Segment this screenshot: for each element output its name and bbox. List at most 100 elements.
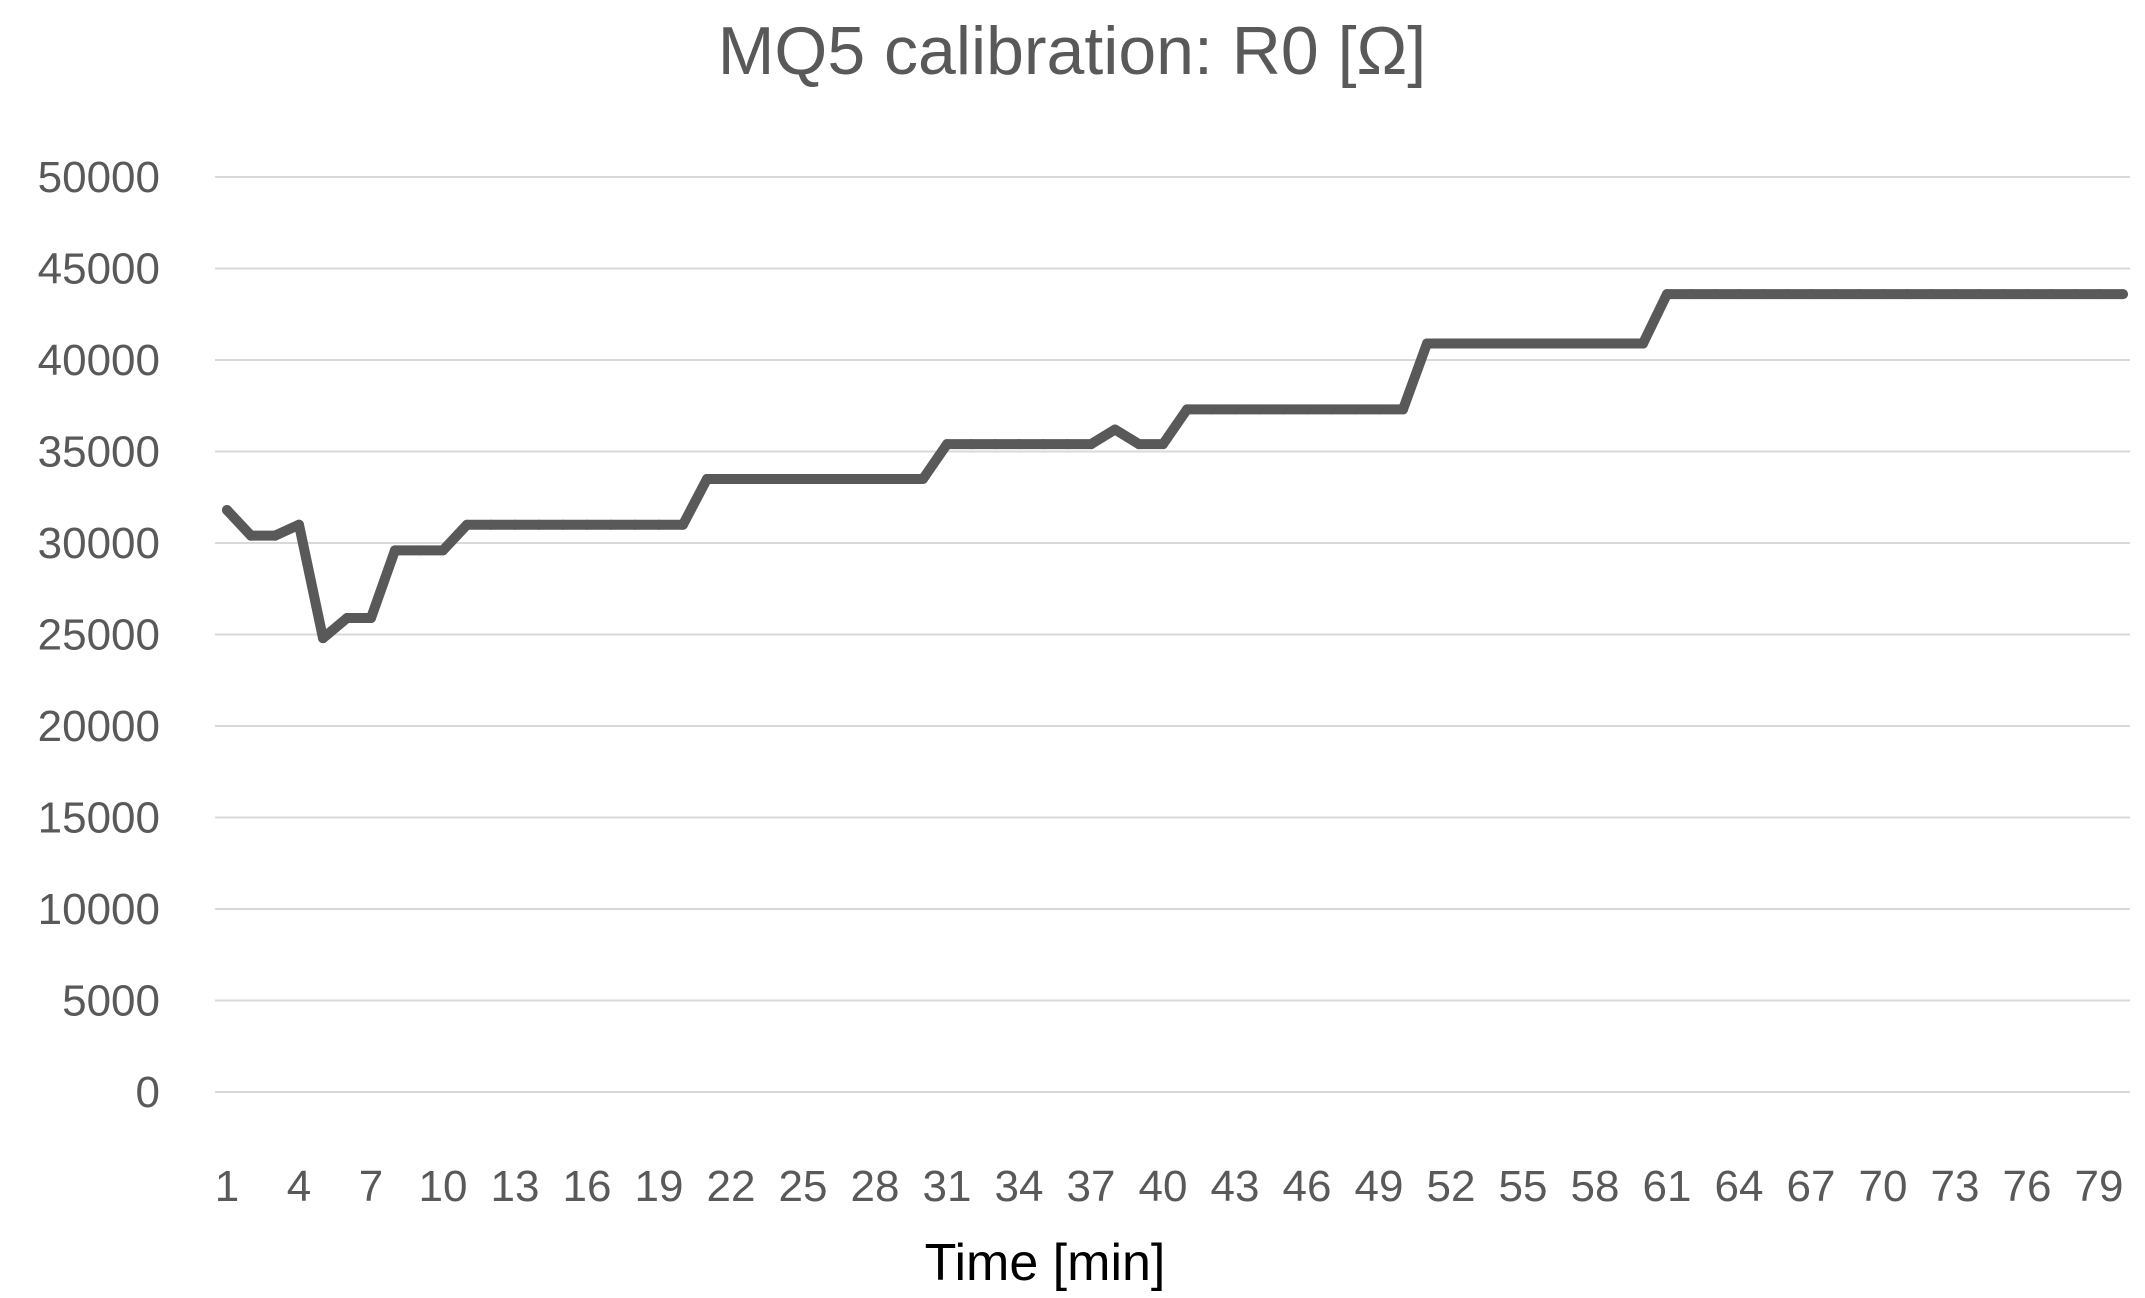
- data-point: [966, 439, 976, 450]
- data-point: [1206, 404, 1216, 415]
- data-point: [726, 473, 736, 484]
- y-tick-label: 40000: [38, 336, 160, 385]
- data-point: [1902, 289, 1912, 300]
- data-point: [1302, 404, 1312, 415]
- data-point: [942, 439, 952, 450]
- data-point: [1830, 289, 1840, 300]
- data-point: [318, 633, 328, 644]
- x-tick-label: 7: [359, 1162, 383, 1211]
- x-tick-label: 10: [419, 1162, 468, 1211]
- x-tick-label: 43: [1211, 1162, 1260, 1211]
- x-axis-tick-labels: 1 4 7 10 13 16 19 22 25 28 31 34 37 40 43 46 49 52 55 58 61 6…: [215, 1162, 2124, 1211]
- chart-title: MQ5 calibration: R0 [Ω]: [718, 13, 1426, 89]
- data-point: [1542, 338, 1552, 349]
- series-line-r0: [222, 289, 2128, 644]
- x-tick-label: 22: [707, 1162, 756, 1211]
- data-point: [1254, 404, 1264, 415]
- data-point: [2094, 289, 2104, 300]
- data-point: [702, 473, 712, 484]
- data-point: [1134, 439, 1144, 450]
- data-point: [1590, 338, 1600, 349]
- data-point: [462, 519, 472, 530]
- data-point: [1110, 424, 1120, 435]
- x-tick-label: 79: [2075, 1162, 2124, 1211]
- data-point: [486, 519, 496, 530]
- gridlines: [215, 176, 2130, 1093]
- data-point: [1422, 338, 1432, 349]
- data-point: [1854, 289, 1864, 300]
- data-point: [846, 473, 856, 484]
- data-point: [798, 473, 808, 484]
- data-point: [222, 505, 232, 516]
- series-points: [222, 289, 2128, 644]
- data-point: [2118, 289, 2128, 300]
- y-axis-tick-labels: 0 5000 10000 15000 20000 25000 30000 35000 40000…: [38, 153, 160, 1117]
- x-axis-title: Time [min]: [925, 1234, 1166, 1292]
- x-tick-label: 1: [215, 1162, 239, 1211]
- y-tick-label: 15000: [38, 794, 160, 843]
- x-tick-label: 34: [995, 1162, 1044, 1211]
- data-point: [1710, 289, 1720, 300]
- x-tick-label: 28: [851, 1162, 900, 1211]
- data-point: [630, 519, 640, 530]
- y-tick-label: 35000: [38, 428, 160, 477]
- y-tick-label: 5000: [62, 977, 160, 1026]
- data-point: [1734, 289, 1744, 300]
- x-tick-label: 64: [1715, 1162, 1764, 1211]
- data-point: [1614, 338, 1624, 349]
- data-point: [1878, 289, 1888, 300]
- data-point: [1158, 439, 1168, 450]
- data-point: [678, 519, 688, 530]
- data-point: [414, 545, 424, 556]
- data-point: [1662, 289, 1672, 300]
- data-point: [1998, 289, 2008, 300]
- x-tick-label: 46: [1283, 1162, 1332, 1211]
- data-point: [510, 519, 520, 530]
- x-tick-label: 37: [1067, 1162, 1116, 1211]
- data-point: [390, 545, 400, 556]
- data-point: [1470, 338, 1480, 349]
- y-tick-label: 20000: [38, 702, 160, 751]
- data-point: [774, 473, 784, 484]
- data-point: [438, 545, 448, 556]
- data-point: [1758, 289, 1768, 300]
- data-point: [1062, 439, 1072, 450]
- x-tick-label: 25: [779, 1162, 828, 1211]
- data-point: [1230, 404, 1240, 415]
- data-point: [750, 473, 760, 484]
- data-point: [270, 530, 280, 541]
- x-tick-label: 58: [1571, 1162, 1620, 1211]
- data-point: [990, 439, 1000, 450]
- data-point: [1374, 404, 1384, 415]
- data-point: [870, 473, 880, 484]
- x-tick-label: 31: [923, 1162, 972, 1211]
- data-point: [366, 613, 376, 624]
- y-tick-label: 45000: [38, 245, 160, 294]
- data-point: [1926, 289, 1936, 300]
- data-point: [1398, 404, 1408, 415]
- data-point: [2022, 289, 2032, 300]
- y-tick-label: 0: [136, 1068, 160, 1117]
- x-tick-label: 61: [1643, 1162, 1692, 1211]
- data-point: [534, 519, 544, 530]
- x-tick-label: 55: [1499, 1162, 1548, 1211]
- data-point: [1806, 289, 1816, 300]
- data-point: [1182, 404, 1192, 415]
- data-point: [1638, 338, 1648, 349]
- y-tick-label: 10000: [38, 885, 160, 934]
- x-tick-label: 16: [563, 1162, 612, 1211]
- data-point: [1014, 439, 1024, 450]
- data-point: [1686, 289, 1696, 300]
- y-tick-label: 30000: [38, 519, 160, 568]
- data-point: [2046, 289, 2056, 300]
- data-point: [1350, 404, 1360, 415]
- data-point: [1086, 439, 1096, 450]
- x-tick-label: 19: [635, 1162, 684, 1211]
- data-point: [1326, 404, 1336, 415]
- data-point: [1782, 289, 1792, 300]
- data-point: [246, 530, 256, 541]
- data-point: [294, 519, 304, 530]
- data-point: [918, 473, 928, 484]
- data-point: [1566, 338, 1576, 349]
